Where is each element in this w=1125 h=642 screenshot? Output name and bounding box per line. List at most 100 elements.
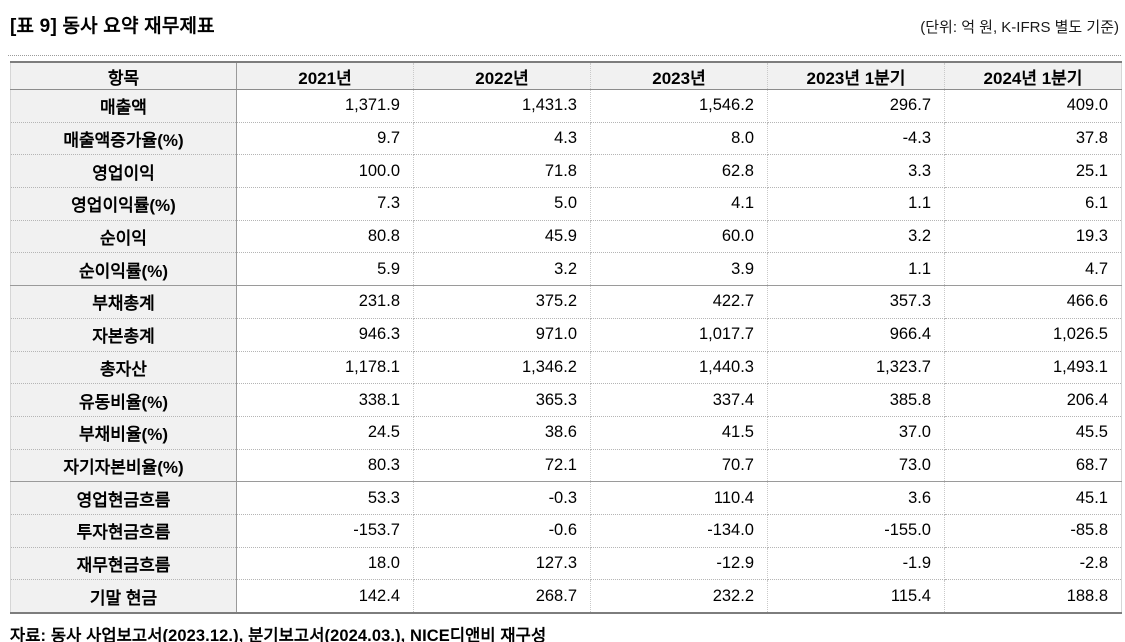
cell-value: 3.6	[767, 481, 945, 515]
row-label: 매출액	[10, 89, 237, 123]
cell-value: 62.8	[590, 154, 768, 189]
table-row: 자본총계 946.3 971.0 1,017.7 966.4 1,026.5	[10, 318, 1122, 352]
title-separator	[8, 55, 1121, 56]
cell-value: 71.8	[413, 154, 591, 189]
cell-value: 45.5	[944, 416, 1122, 450]
cell-value: 70.7	[590, 449, 768, 483]
cell-value: -0.3	[413, 481, 591, 515]
row-label: 부채비율(%)	[10, 416, 237, 450]
source-note: 자료: 동사 사업보고서(2023.12.), 분기보고서(2024.03.),…	[10, 627, 547, 642]
cell-value: 296.7	[767, 89, 945, 123]
cell-value: 375.2	[413, 285, 591, 319]
cell-value: 1,017.7	[590, 318, 768, 352]
cell-value: 3.9	[590, 252, 768, 287]
column-header-year: 2023년	[590, 62, 768, 90]
cell-value: 60.0	[590, 220, 768, 254]
cell-value: 1.1	[767, 252, 945, 287]
cell-value: 268.7	[413, 579, 591, 613]
cell-value: 19.3	[944, 220, 1122, 254]
cell-value: 1,371.9	[236, 89, 414, 123]
cell-value: 3.2	[413, 252, 591, 287]
row-label: 순이익률(%)	[10, 252, 237, 287]
column-header-year: 2022년	[413, 62, 591, 90]
cell-value: 7.3	[236, 187, 414, 221]
row-label: 투자현금흐름	[10, 514, 237, 548]
row-label: 순이익	[10, 220, 237, 254]
cell-value: 115.4	[767, 579, 945, 613]
table-row: 부채비율(%) 24.5 38.6 41.5 37.0 45.5	[10, 416, 1122, 450]
cell-value: 9.7	[236, 122, 414, 156]
cell-value: 8.0	[590, 122, 768, 156]
table-row: 투자현금흐름 -153.7 -0.6 -134.0 -155.0 -85.8	[10, 514, 1122, 548]
cell-value: 24.5	[236, 416, 414, 450]
table-row: 자기자본비율(%) 80.3 72.1 70.7 73.0 68.7	[10, 449, 1122, 483]
row-label: 총자산	[10, 351, 237, 385]
cell-value: 6.1	[944, 187, 1122, 221]
cell-value: 4.7	[944, 252, 1122, 287]
table-header: 항목 2021년 2022년 2023년 2023년 1분기 2024년 1분기	[10, 62, 1122, 90]
row-label: 영업이익	[10, 154, 237, 189]
column-header-year: 2023년 1분기	[767, 62, 945, 90]
cell-value: 385.8	[767, 383, 945, 417]
table-row: 기말 현금 142.4 268.7 232.2 115.4 188.8	[10, 579, 1122, 613]
cell-value: 45.1	[944, 481, 1122, 515]
cell-value: 337.4	[590, 383, 768, 417]
cell-value: 100.0	[236, 154, 414, 189]
cell-value: 232.2	[590, 579, 768, 613]
row-label: 기말 현금	[10, 579, 237, 613]
table-row: 영업이익률(%) 7.3 5.0 4.1 1.1 6.1	[10, 187, 1122, 221]
cell-value: 68.7	[944, 449, 1122, 483]
table-row: 영업현금흐름 53.3 -0.3 110.4 3.6 45.1	[10, 481, 1122, 515]
table-body: 매출액 1,371.9 1,431.3 1,546.2 296.7 409.0 매출액증가율…	[10, 89, 1122, 613]
row-label: 유동비율(%)	[10, 383, 237, 417]
financial-summary-table: 항목 2021년 2022년 2023년 2023년 1분기 2024년 1분기 매출액 1…	[10, 61, 1122, 614]
table-row: 유동비율(%) 338.1 365.3 337.4 385.8 206.4	[10, 383, 1122, 417]
cell-value: 38.6	[413, 416, 591, 450]
cell-value: 80.8	[236, 220, 414, 254]
cell-value: 5.9	[236, 252, 414, 287]
cell-value: 966.4	[767, 318, 945, 352]
cell-value: 338.1	[236, 383, 414, 417]
cell-value: -0.6	[413, 514, 591, 548]
cell-value: 142.4	[236, 579, 414, 613]
table-row: 매출액증가율(%) 9.7 4.3 8.0 -4.3 37.8	[10, 122, 1122, 156]
cell-value: 1,440.3	[590, 351, 768, 385]
cell-value: 231.8	[236, 285, 414, 319]
cell-value: -153.7	[236, 514, 414, 548]
cell-value: 4.3	[413, 122, 591, 156]
row-label: 영업이익률(%)	[10, 187, 237, 221]
row-label: 부채총계	[10, 285, 237, 319]
cell-value: -12.9	[590, 547, 768, 581]
cell-value: 3.2	[767, 220, 945, 254]
row-label: 자기자본비율(%)	[10, 449, 237, 483]
column-header-year: 2021년	[236, 62, 414, 90]
cell-value: 188.8	[944, 579, 1122, 613]
cell-value: 946.3	[236, 318, 414, 352]
cell-value: 53.3	[236, 481, 414, 515]
cell-value: 73.0	[767, 449, 945, 483]
cell-value: 18.0	[236, 547, 414, 581]
table-row: 매출액 1,371.9 1,431.3 1,546.2 296.7 409.0	[10, 89, 1122, 123]
unit-note: (단위: 억 원, K-IFRS 별도 기준)	[920, 19, 1119, 36]
cell-value: 206.4	[944, 383, 1122, 417]
cell-value: 72.1	[413, 449, 591, 483]
cell-value: 1,493.1	[944, 351, 1122, 385]
cell-value: 37.0	[767, 416, 945, 450]
cell-value: 80.3	[236, 449, 414, 483]
table-row: 재무현금흐름 18.0 127.3 -12.9 -1.9 -2.8	[10, 547, 1122, 581]
cell-value: -1.9	[767, 547, 945, 581]
row-label: 매출액증가율(%)	[10, 122, 237, 156]
cell-value: 127.3	[413, 547, 591, 581]
table-row: 순이익 80.8 45.9 60.0 3.2 19.3	[10, 220, 1122, 254]
column-header-year: 2024년 1분기	[944, 62, 1122, 90]
cell-value: 4.1	[590, 187, 768, 221]
row-label: 재무현금흐름	[10, 547, 237, 581]
cell-value: 3.3	[767, 154, 945, 189]
cell-value: 422.7	[590, 285, 768, 319]
header-row: 항목 2021년 2022년 2023년 2023년 1분기 2024년 1분기	[10, 62, 1122, 90]
cell-value: 1,178.1	[236, 351, 414, 385]
cell-value: -4.3	[767, 122, 945, 156]
cell-value: 1,026.5	[944, 318, 1122, 352]
cell-value: 45.9	[413, 220, 591, 254]
